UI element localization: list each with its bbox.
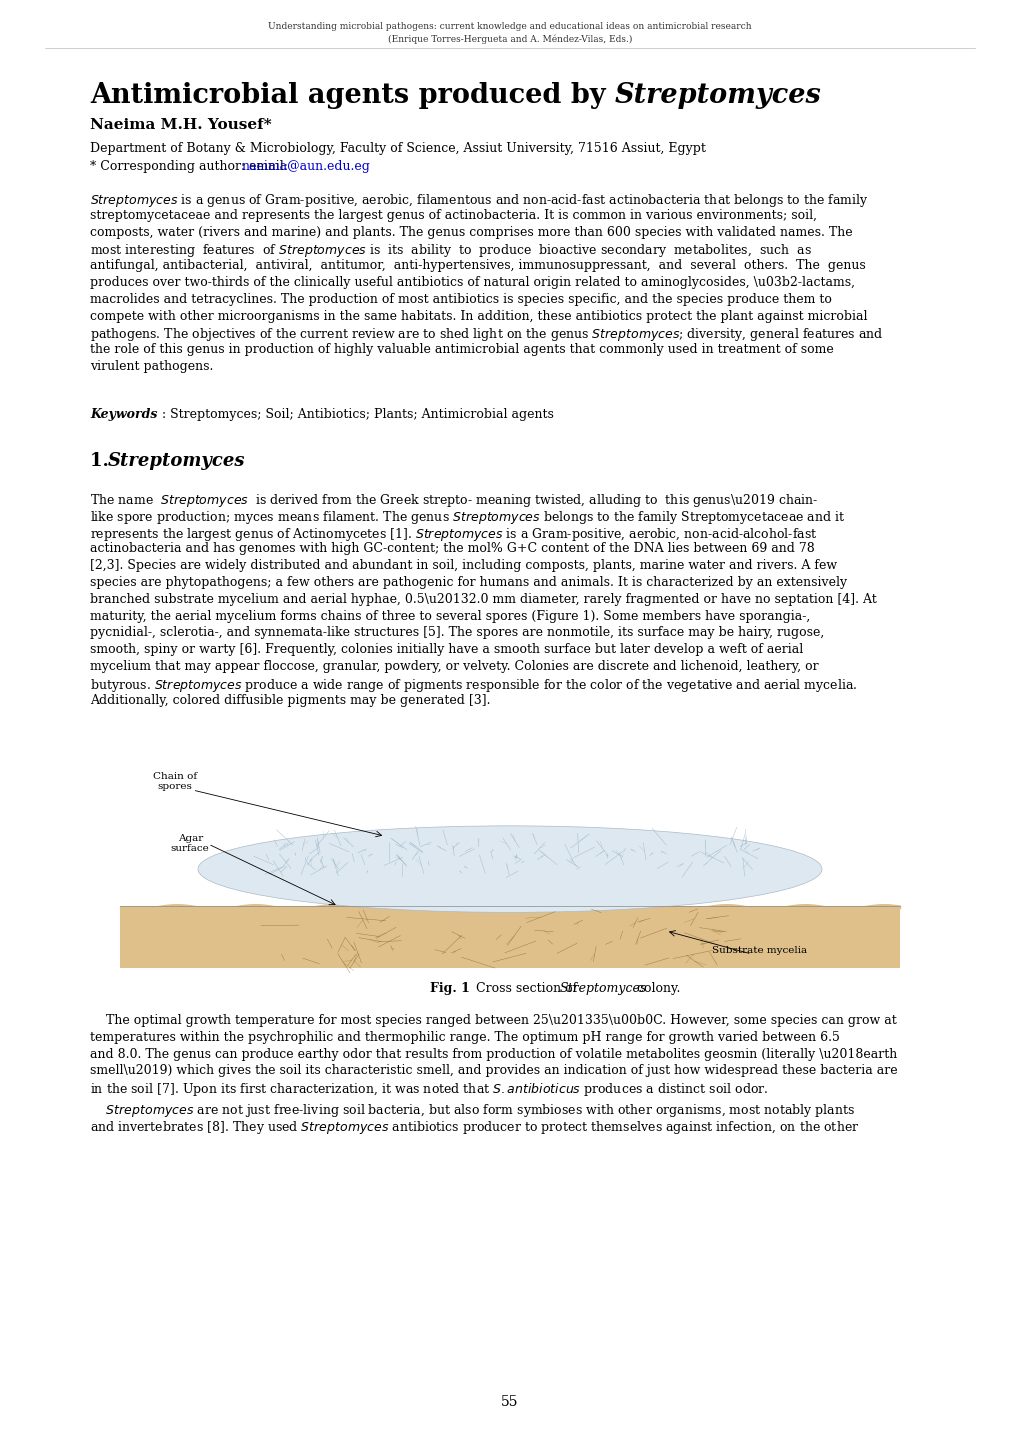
Text: mycelium that may appear floccose, granular, powdery, or velvety. Colonies are d: mycelium that may appear floccose, granu…	[90, 660, 818, 673]
Ellipse shape	[198, 826, 821, 913]
Bar	[120, 906, 899, 968]
Text: (Enrique Torres-Hergueta and A. Méndez-Vilas, Eds.): (Enrique Torres-Hergueta and A. Méndez-V…	[387, 35, 632, 45]
Text: species are phytopathogens; a few others are pathogenic for humans and animals. : species are phytopathogens; a few others…	[90, 575, 847, 588]
Text: butyrous. $\it{Streptomyces}$ produce a wide range of pigments responsible for t: butyrous. $\it{Streptomyces}$ produce a …	[90, 676, 856, 694]
Text: smooth, spiny or warty [6]. Frequently, colonies initially have a smooth surface: smooth, spiny or warty [6]. Frequently, …	[90, 643, 803, 656]
Text: naeima@aun.edu.eg: naeima@aun.edu.eg	[242, 160, 371, 173]
Text: The name  $\it{Streptomyces}$  is derived from the Greek strepto- meaning twiste: The name $\it{Streptomyces}$ is derived …	[90, 492, 818, 509]
Text: compete with other microorganisms in the same habitats. In addition, these antib: compete with other microorganisms in the…	[90, 310, 866, 323]
Text: $\it{Streptomyces}$ are not just free-living soil bacteria, but also form symbio: $\it{Streptomyces}$ are not just free-li…	[90, 1102, 854, 1119]
Text: $\it{Streptomyces}$ is a genus of Gram-positive, aerobic, filamentous and non-ac: $\it{Streptomyces}$ is a genus of Gram-p…	[90, 192, 868, 209]
Text: produces over two-thirds of the clinically useful antibiotics of natural origin : produces over two-thirds of the clinical…	[90, 275, 854, 288]
Text: smell\u2019) which gives the soil its characteristic smell, and provides an indi: smell\u2019) which gives the soil its ch…	[90, 1064, 897, 1077]
Text: Keywords: Keywords	[90, 408, 157, 421]
Text: colony.: colony.	[633, 982, 680, 995]
Text: * Corresponding author: email:: * Corresponding author: email:	[90, 160, 291, 173]
Text: composts, water (rivers and marine) and plants. The genus comprises more than 60: composts, water (rivers and marine) and …	[90, 225, 852, 238]
Text: 1.: 1.	[90, 451, 115, 470]
FancyBboxPatch shape	[120, 761, 899, 968]
Text: macrolides and tetracyclines. The production of most antibiotics is species spec: macrolides and tetracyclines. The produc…	[90, 293, 832, 306]
Text: Department of Botany & Microbiology, Faculty of Science, Assiut University, 7151: Department of Botany & Microbiology, Fac…	[90, 141, 705, 154]
Text: Streptomyces: Streptomyces	[108, 451, 246, 470]
Text: virulent pathogens.: virulent pathogens.	[90, 360, 213, 373]
Text: pycnidial-, sclerotia-, and synnemata-like structures [5]. The spores are nonmot: pycnidial-, sclerotia-, and synnemata-li…	[90, 626, 823, 639]
Text: in the soil [7]. Upon its first characterization, it was noted that $\it{S. anti: in the soil [7]. Upon its first characte…	[90, 1082, 767, 1099]
Text: 55: 55	[500, 1394, 519, 1409]
Text: Chain of
spores: Chain of spores	[153, 771, 197, 792]
Text: and 8.0. The genus can produce earthy odor that results from production of volat: and 8.0. The genus can produce earthy od…	[90, 1047, 897, 1061]
Text: like spore production; myces means filament. The genus $\it{Streptomyces}$ belon: like spore production; myces means filam…	[90, 509, 845, 526]
Text: Streptomyces: Streptomyces	[614, 82, 821, 110]
Text: Antimicrobial agents produced by: Antimicrobial agents produced by	[90, 82, 614, 110]
Text: : Streptomyces; Soil; Antibiotics; Plants; Antimicrobial agents: : Streptomyces; Soil; Antibiotics; Plant…	[162, 408, 553, 421]
Text: Cross section of: Cross section of	[468, 982, 581, 995]
Text: Fig. 1: Fig. 1	[430, 982, 470, 995]
Text: The optimal growth temperature for most species ranged between 25\u201335\u00b0C: The optimal growth temperature for most …	[90, 1014, 896, 1027]
Text: streptomycetaceae and represents the largest genus of actinobacteria. It is comm: streptomycetaceae and represents the lar…	[90, 209, 816, 222]
Text: branched substrate mycelium and aerial hyphae, 0.5\u20132.0 mm diameter, rarely : branched substrate mycelium and aerial h…	[90, 593, 876, 606]
Text: pathogens. The objectives of the current review are to shed light on the genus $: pathogens. The objectives of the current…	[90, 326, 882, 343]
Text: most interesting  features  of $\it{Streptomyces}$ is  its  ability  to  produce: most interesting features of $\it{Strept…	[90, 242, 811, 260]
Text: represents the largest genus of Actinomycetes [1]. $\it{Streptomyces}$ is a Gram: represents the largest genus of Actinomy…	[90, 525, 817, 542]
Text: Additionally, colored diffusible pigments may be generated [3].: Additionally, colored diffusible pigment…	[90, 694, 490, 707]
Text: and invertebrates [8]. They used $\it{Streptomyces}$ antibiotics producer to pro: and invertebrates [8]. They used $\it{St…	[90, 1119, 859, 1136]
Text: Substrate mycelia: Substrate mycelia	[711, 946, 806, 955]
Text: actinobacteria and has genomes with high GC-content; the mol% G+C content of the: actinobacteria and has genomes with high…	[90, 542, 814, 555]
Text: Naeima M.H. Yousef*: Naeima M.H. Yousef*	[90, 118, 271, 133]
Text: the role of this genus in production of highly valuable antimicrobial agents tha: the role of this genus in production of …	[90, 343, 833, 356]
Text: antifungal, antibacterial,  antiviral,  antitumor,  anti-hypertensives, immunosu: antifungal, antibacterial, antiviral, an…	[90, 260, 865, 273]
Text: Understanding microbial pathogens: current knowledge and educational ideas on an: Understanding microbial pathogens: curre…	[268, 22, 751, 30]
Text: temperatures within the psychrophilic and thermophilic range. The optimum pH ran: temperatures within the psychrophilic an…	[90, 1031, 839, 1044]
Text: maturity, the aerial mycelium forms chains of three to several spores (Figure 1): maturity, the aerial mycelium forms chai…	[90, 610, 809, 623]
Text: [2,3]. Species are widely distributed and abundant in soil, including composts, : [2,3]. Species are widely distributed an…	[90, 559, 837, 572]
Text: Agar
surface: Agar surface	[170, 833, 209, 854]
Text: Streptomyces: Streptomyces	[559, 982, 647, 995]
